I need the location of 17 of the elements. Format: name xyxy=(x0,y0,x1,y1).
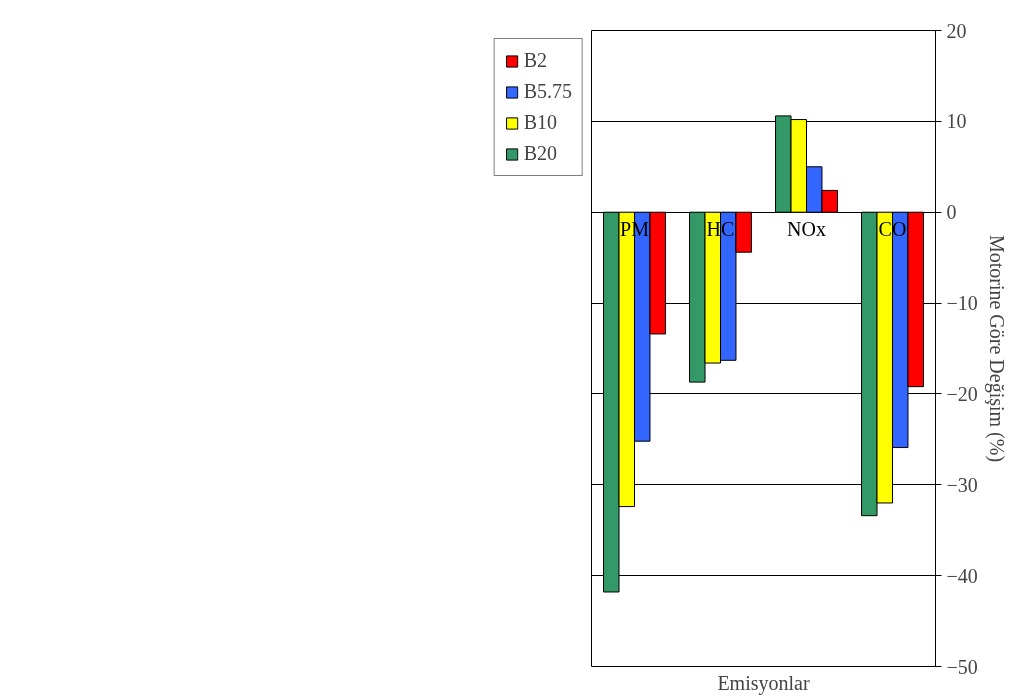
y-axis-title: Motorine Göre Değişim (%) xyxy=(984,234,1008,463)
legend-label: B2 xyxy=(523,49,547,72)
x-tick-label: CO xyxy=(878,218,907,241)
y-tick-label: −50 xyxy=(946,655,978,678)
y-tick-label: 0 xyxy=(946,201,957,224)
y-tick-label: 10 xyxy=(946,110,967,133)
x-axis-title: Emisyonlar xyxy=(717,671,810,695)
x-tick-label: HC xyxy=(706,218,735,241)
y-tick-label: −10 xyxy=(946,292,978,315)
y-tick-label: −40 xyxy=(946,564,978,587)
y-tick-label: −30 xyxy=(946,473,978,496)
y-tick-label: 20 xyxy=(946,19,967,42)
y-tick-label: −20 xyxy=(946,382,978,405)
legend-label: B10 xyxy=(523,111,557,134)
x-tick-label: NOx xyxy=(787,218,826,241)
legend-label: B5.75 xyxy=(523,80,572,103)
legend-label: B20 xyxy=(523,142,557,165)
